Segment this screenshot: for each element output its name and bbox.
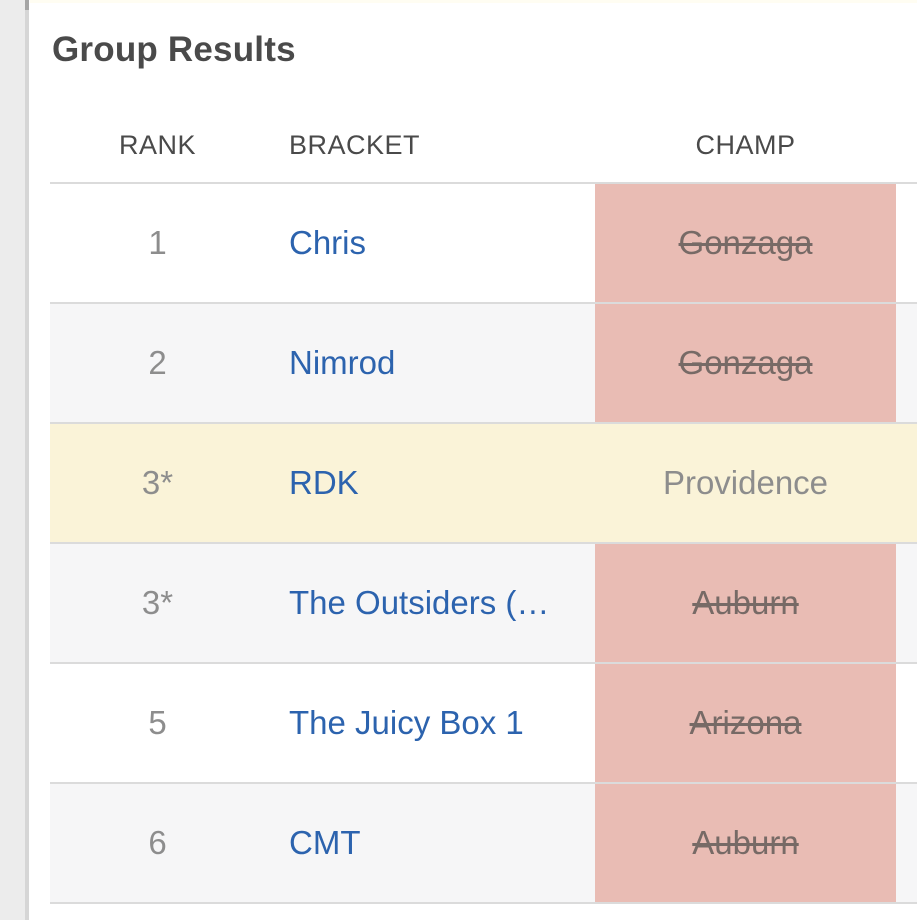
filler-cell [896, 304, 917, 422]
filler-cell [896, 184, 917, 302]
bracket-link[interactable]: Chris [289, 224, 367, 261]
table-header-row: RANK BRACKET CHAMP [50, 108, 917, 184]
bracket-link[interactable]: RDK [289, 464, 359, 501]
top-edge-highlight [30, 0, 917, 3]
champ-cell: Arizona [595, 664, 896, 782]
bracket-link[interactable]: The Juicy Box 1 [289, 704, 524, 741]
rank-cell: 2 [148, 344, 167, 381]
scrollbar-thumb[interactable] [25, 0, 29, 10]
table-row: 5 The Juicy Box 1 Arizona [50, 664, 917, 784]
champ-cell: Gonzaga [595, 304, 896, 422]
column-header-rank: RANK [118, 129, 196, 160]
filler-cell [896, 424, 917, 542]
table-row: 3* The Outsiders (… Auburn [50, 544, 917, 664]
champ-cell: Gonzaga [595, 184, 896, 302]
rank-cell: 3* [141, 584, 174, 621]
filler-cell [896, 664, 917, 782]
table-row: 2 Nimrod Gonzaga [50, 304, 917, 424]
rank-cell: 6 [148, 824, 167, 861]
page-title: Group Results [52, 30, 296, 69]
column-header-bracket: BRACKET [289, 129, 421, 160]
champ-cell: Auburn [595, 544, 896, 662]
scrollbar-track[interactable] [25, 0, 29, 920]
rank-cell: 3* [141, 464, 174, 501]
table-row: 6 CMT Auburn [50, 784, 917, 904]
bracket-link[interactable]: The Outsiders (… [289, 584, 550, 621]
champ-cell: Auburn [595, 784, 896, 902]
champ-cell: Providence [662, 464, 829, 501]
filler-cell [896, 544, 917, 662]
bracket-link[interactable]: Nimrod [289, 344, 396, 381]
column-header-champ: CHAMP [695, 129, 796, 160]
filler-cell [896, 784, 917, 902]
table-row: 1 Chris Gonzaga [50, 184, 917, 304]
left-gutter [0, 0, 25, 920]
group-results-table: RANK BRACKET CHAMP 1 Chris Gonzaga 2 Nim… [50, 108, 917, 904]
group-results-panel: Group Results RANK BRACKET CHAMP 1 Chris… [50, 0, 917, 904]
bracket-link[interactable]: CMT [289, 824, 361, 861]
rank-cell: 5 [148, 704, 167, 741]
table-row-highlighted: 3* RDK Providence [50, 424, 917, 544]
rank-cell: 1 [148, 224, 167, 261]
